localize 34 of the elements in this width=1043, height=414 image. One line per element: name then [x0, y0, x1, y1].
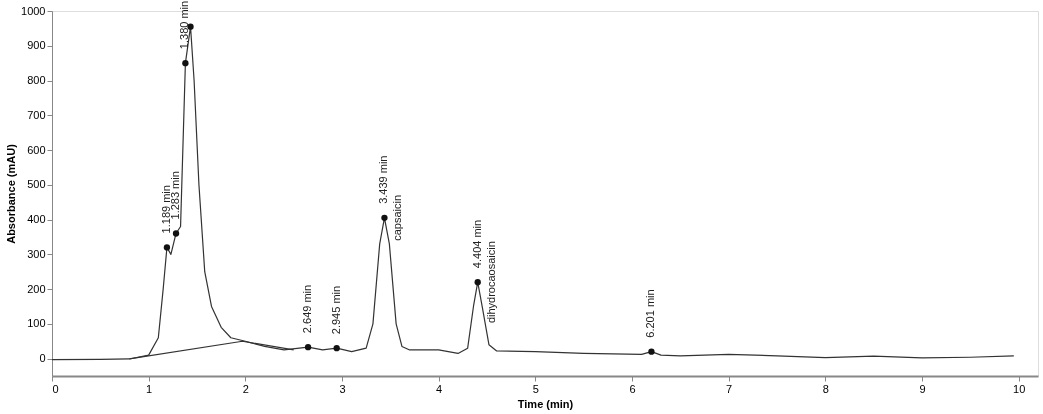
- x-tick-label: 3: [339, 382, 346, 395]
- y-tick-label: 300: [27, 247, 46, 260]
- annotation: 2.945 min: [329, 285, 342, 335]
- x-tick-label: 10: [1013, 382, 1026, 395]
- annotation: capsaicin: [391, 194, 404, 241]
- annotation: 2.649 min: [301, 284, 314, 334]
- annotation: 1.283 min: [169, 171, 182, 220]
- x-tick-label: 8: [822, 382, 829, 395]
- x-tick-label: 1: [146, 382, 153, 395]
- y-tick-label: 0: [39, 352, 46, 365]
- x-tick-label: 5: [532, 382, 539, 395]
- x-tick-label: 4: [436, 382, 443, 395]
- x-tick-label: 7: [726, 382, 733, 395]
- annotation: 4.404 min: [470, 219, 483, 269]
- x-axis-title: Time (min): [517, 397, 574, 410]
- x-tick-label: 2: [242, 382, 249, 395]
- annotation: dihydrocaosaicin: [484, 241, 497, 324]
- y-tick-label: 700: [27, 108, 46, 121]
- y-tick-label: 900: [27, 39, 46, 52]
- annotation: 1.189 min: [159, 185, 172, 234]
- y-tick-label: 400: [27, 213, 46, 226]
- y-tick-label: 1000: [21, 4, 46, 17]
- y-axis-title: Absorbance (mAU): [5, 143, 18, 244]
- y-tick-label: 500: [27, 178, 46, 191]
- x-tick-label: 9: [919, 382, 926, 395]
- y-tick-label: 600: [27, 143, 46, 156]
- annotation: 6.201 min: [644, 289, 657, 338]
- y-tick-label: 200: [27, 282, 46, 295]
- annotation: 3.439 min: [377, 155, 390, 204]
- x-tick-label: 6: [629, 382, 636, 395]
- x-tick-label: 0: [52, 382, 59, 395]
- y-tick-label: 800: [27, 74, 46, 87]
- y-tick-label: 100: [27, 317, 46, 330]
- annotation: 1.380 min: [178, 0, 191, 50]
